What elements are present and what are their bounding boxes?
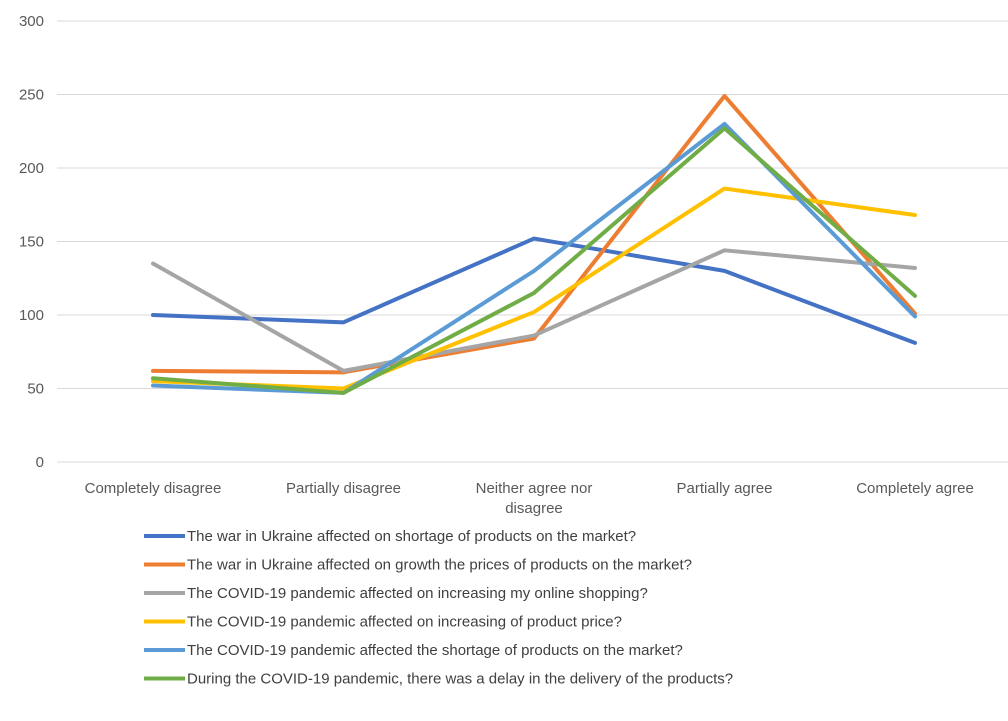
series-line-2 [151, 93, 917, 375]
y-axis-tick-labels: 0 50 100 150 200 250 300 [19, 13, 44, 471]
y-tick-label: 200 [19, 160, 44, 177]
y-tick-label: 150 [19, 234, 44, 251]
x-tick-label-line: Completely agree [856, 480, 974, 497]
legend-label: The COVID-19 pandemic affected the short… [187, 642, 683, 659]
series-line-1 [151, 236, 917, 345]
gridlines [57, 20, 1008, 463]
legend-label: The war in Ukraine affected on shortage … [187, 528, 636, 545]
y-tick-label: 250 [19, 87, 44, 104]
y-tick-label: 0 [36, 454, 44, 471]
series-line-5 [151, 121, 917, 395]
x-tick-label: Completely agree [856, 480, 974, 497]
series-line-3 [151, 248, 917, 373]
legend-label: The COVID-19 pandemic affected on increa… [187, 585, 648, 602]
x-tick-label: Completely disagree [85, 480, 222, 497]
x-tick-label: Partially agree [677, 480, 773, 497]
y-tick-label: 50 [27, 381, 44, 398]
series-lines [151, 93, 917, 395]
legend-label: During the COVID-19 pandemic, there was … [187, 671, 733, 688]
x-tick-label: Partially disagree [286, 480, 401, 497]
x-tick-label-line: Partially agree [677, 480, 773, 497]
x-axis-tick-labels: Completely disagree Partially disagree Nei… [85, 480, 974, 517]
series-line-6 [151, 126, 917, 395]
legend-label: The war in Ukraine affected on growth th… [187, 557, 692, 574]
series-line-4 [151, 186, 917, 391]
y-tick-label: 100 [19, 307, 44, 324]
x-tick-label-line: Completely disagree [85, 480, 222, 497]
y-tick-label: 300 [19, 13, 44, 30]
legend: The war in Ukraine affected on shortage … [144, 528, 733, 688]
x-tick-label-line: Neither agree nor [476, 480, 593, 497]
legend-label: The COVID-19 pandemic affected on increa… [187, 614, 622, 631]
x-tick-label-line: disagree [505, 500, 563, 517]
x-tick-label-line: Partially disagree [286, 480, 401, 497]
x-tick-label: Neither agree nor disagree [476, 480, 593, 517]
